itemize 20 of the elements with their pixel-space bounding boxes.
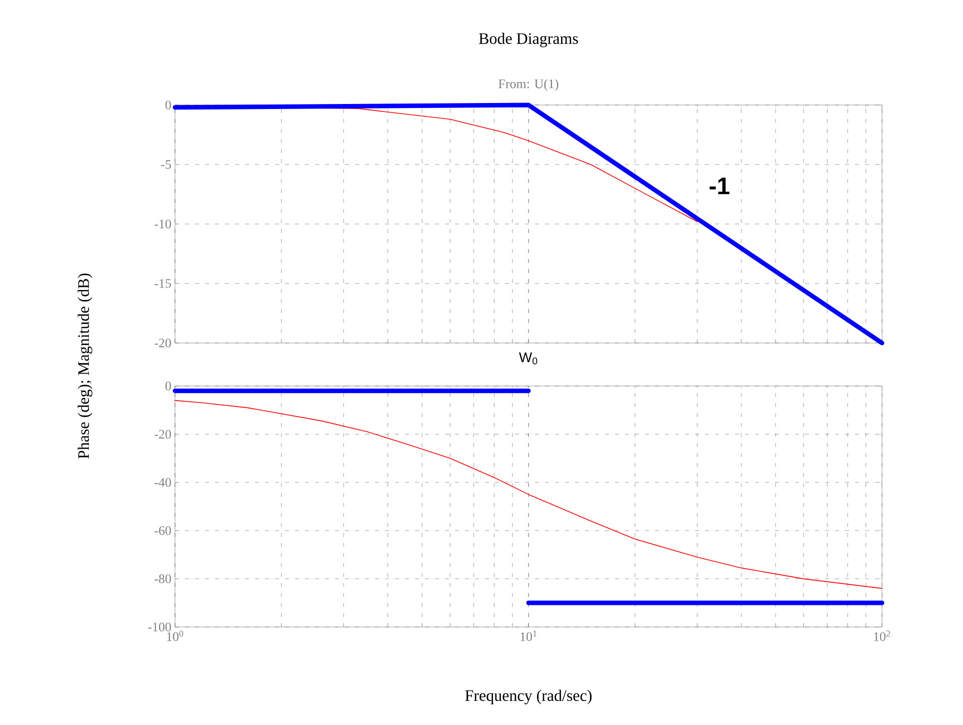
chart-subtitle: From: U(1) xyxy=(498,79,558,91)
x-axis-title: Frequency (rad/sec) xyxy=(465,690,592,704)
y-tick-label: -15 xyxy=(154,279,171,288)
y-tick-label: -20 xyxy=(154,430,171,439)
annotation: -1 xyxy=(710,178,730,194)
y-tick-label: -5 xyxy=(161,160,171,169)
x-tick-label: 10$^{1}$ xyxy=(520,630,536,642)
y-tick-label: 0 xyxy=(165,100,171,110)
y-tick-label: -100 xyxy=(148,622,171,632)
x-tick-label: 10$^{2}$ xyxy=(874,630,890,642)
y-tick-label: -40 xyxy=(154,478,171,487)
y-tick-label: -60 xyxy=(154,526,171,535)
y-axis-title: Phase (deg); Magnitude (dB) xyxy=(78,274,92,459)
x-tick-label: 10$^{0}$ xyxy=(167,630,184,642)
text: W$_{0}$ xyxy=(518,352,538,364)
y-tick-label: -80 xyxy=(154,574,171,584)
chart-title: Bode Diagrams xyxy=(478,32,578,48)
y-tick-label: -20 xyxy=(154,338,171,348)
y-tick-label: 0 xyxy=(165,382,171,390)
y-tick-label: -10 xyxy=(154,220,171,228)
